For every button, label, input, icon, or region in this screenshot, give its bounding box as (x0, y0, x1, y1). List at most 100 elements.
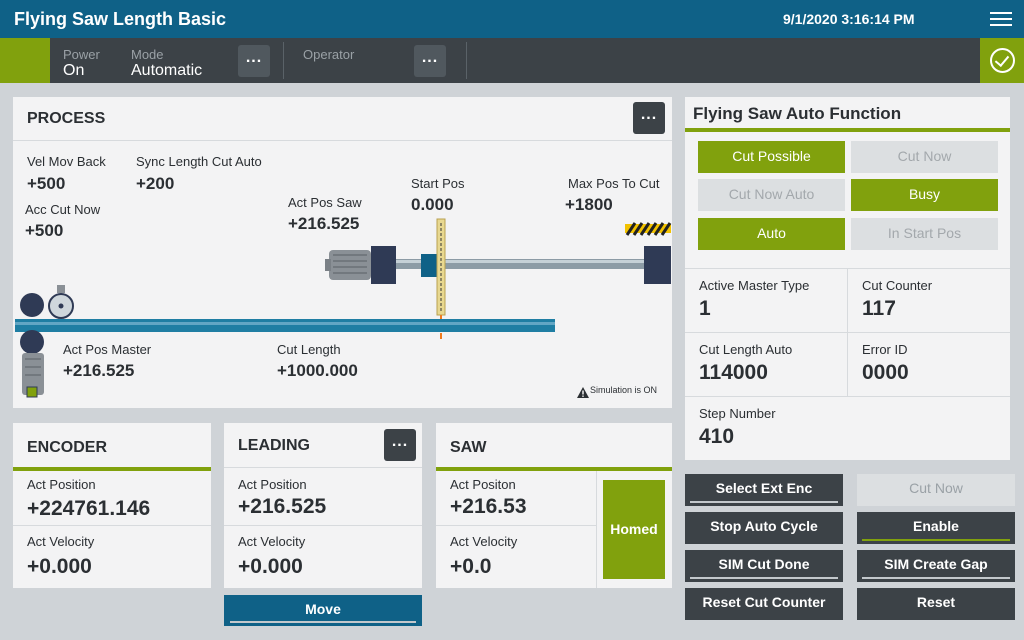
status-indicator-left (0, 38, 50, 83)
homed-indicator: Homed (603, 480, 665, 579)
max-pos-label: Max Pos To Cut (568, 176, 660, 191)
divider (436, 525, 596, 526)
saw-vel-value: +0.0 (450, 555, 492, 578)
encoder-title: ENCODER (27, 439, 108, 456)
reset-label: Reset (916, 594, 956, 610)
act-pos-master-value: +216.525 (63, 361, 135, 380)
saw-title: SAW (450, 439, 487, 456)
act-pos-saw-label: Act Pos Saw (288, 195, 362, 210)
step-number-label: Step Number (699, 406, 776, 421)
panel-underline (13, 467, 211, 471)
saw-pos-value: +216.53 (450, 495, 527, 518)
panel-underline (436, 467, 672, 471)
cut-length-label: Cut Length (277, 342, 341, 357)
leading-pos-value: +216.525 (238, 495, 327, 518)
leading-options-button[interactable]: ... (384, 429, 416, 461)
cut-length-auto-value: 114000 (699, 361, 768, 384)
cut-now-indicator: Cut Now (851, 141, 998, 173)
select-ext-enc-label: Select Ext Enc (715, 480, 813, 496)
auto-indicator: Auto (698, 218, 845, 250)
button-bar (690, 501, 838, 503)
process-options-button[interactable]: ... (633, 102, 665, 134)
saw-vel-label: Act Velocity (450, 534, 518, 549)
button-bar (230, 621, 416, 623)
divider (596, 471, 597, 588)
reset-cut-counter-label: Reset Cut Counter (702, 594, 826, 610)
cut-now-auto-indicator: Cut Now Auto (698, 179, 845, 211)
sim-cut-done-label: SIM Cut Done (718, 556, 810, 572)
operator-options-button[interactable]: ... (414, 45, 446, 77)
error-id-label: Error ID (862, 342, 908, 357)
sim-create-gap-label: SIM Create Gap (884, 556, 988, 572)
encoder-vel-label: Act Velocity (27, 534, 95, 549)
mode-options-button[interactable]: ... (238, 45, 270, 77)
enable-button[interactable]: Enable (857, 512, 1015, 544)
header-bar: Flying Saw Length Basic 9/1/2020 3:16:14… (0, 0, 1024, 38)
reset-button[interactable]: Reset (857, 588, 1015, 620)
power-value: On (63, 62, 85, 79)
reset-cut-counter-button[interactable]: Reset Cut Counter (685, 588, 843, 620)
encoder-panel: ENCODER Act Position +224761.146 Act Vel… (13, 423, 211, 588)
leading-pos-label: Act Position (238, 477, 307, 492)
divider (685, 396, 1010, 397)
encoder-vel-value: +0.000 (27, 555, 92, 578)
stop-auto-cycle-label: Stop Auto Cycle (710, 518, 818, 534)
power-label: Power (63, 47, 100, 62)
app-title: Flying Saw Length Basic (14, 9, 227, 29)
mode-value: Automatic (131, 62, 203, 79)
leading-vel-label: Act Velocity (238, 534, 306, 549)
start-pos-value: 0.000 (411, 195, 454, 214)
button-bar (862, 539, 1010, 541)
cut-counter-label: Cut Counter (862, 278, 933, 293)
saw-pos-label: Act Positon (450, 477, 516, 492)
leading-vel-value: +0.000 (238, 555, 303, 578)
saw-motor-icon (325, 250, 371, 280)
move-button[interactable]: Move (224, 595, 422, 626)
active-master-type-label: Active Master Type (699, 278, 810, 293)
max-pos-value: +1800 (565, 195, 613, 214)
status-bar: Power On Mode Automatic ... Operator ... (0, 38, 1024, 83)
sync-length-value: +200 (136, 174, 175, 193)
sim-cut-done-button[interactable]: SIM Cut Done (685, 550, 843, 582)
divider (13, 140, 672, 141)
encoder-pos-label: Act Position (27, 477, 96, 492)
operator-label: Operator (303, 47, 355, 62)
conveyor-belt (15, 319, 555, 332)
limit-hazard-icon (625, 222, 672, 236)
start-pos-label: Start Pos (411, 176, 465, 191)
check-circle-icon (990, 48, 1015, 73)
master-roller-icon (20, 330, 44, 354)
sync-length-label: Sync Length Cut Auto (136, 154, 262, 169)
simulation-status: Simulation is ON (590, 385, 658, 395)
vel-mov-back-label: Vel Mov Back (27, 154, 106, 169)
step-number-value: 410 (699, 425, 735, 448)
select-ext-enc-button[interactable]: Select Ext Enc (685, 474, 843, 506)
panel-underline (685, 128, 1010, 132)
process-panel: PROCESS ... Vel Mov Back +500 Sync Lengt… (13, 97, 672, 408)
status-ok-indicator[interactable] (980, 38, 1024, 83)
process-title: PROCESS (27, 110, 106, 127)
divider (13, 525, 211, 526)
saw-blade-holder (421, 254, 438, 277)
cut-length-auto-label: Cut Length Auto (699, 342, 793, 357)
divider (224, 467, 422, 468)
enable-label: Enable (913, 518, 959, 534)
act-pos-saw-value: +216.525 (288, 214, 360, 233)
cut-counter-value: 117 (862, 297, 896, 320)
sim-create-gap-button[interactable]: SIM Create Gap (857, 550, 1015, 582)
active-master-type-value: 1 (699, 297, 711, 320)
move-button-label: Move (305, 601, 341, 617)
master-motor-icon (22, 353, 44, 398)
divider (224, 525, 422, 526)
hamburger-menu-icon[interactable] (990, 9, 1012, 29)
in-start-pos-indicator: In Start Pos (851, 218, 998, 250)
divider (466, 42, 467, 79)
saw-machine-diagram (15, 218, 672, 398)
stop-auto-cycle-button[interactable]: Stop Auto Cycle (685, 512, 843, 544)
cut-now-button[interactable]: Cut Now (857, 474, 1015, 506)
vel-mov-back-value: +500 (27, 174, 66, 193)
acc-cut-now-label: Acc Cut Now (25, 202, 101, 217)
auto-function-panel: Flying Saw Auto Function Cut Possible Cu… (685, 97, 1010, 460)
rail-end-stop (644, 246, 671, 284)
cut-length-value: +1000.000 (277, 361, 358, 380)
